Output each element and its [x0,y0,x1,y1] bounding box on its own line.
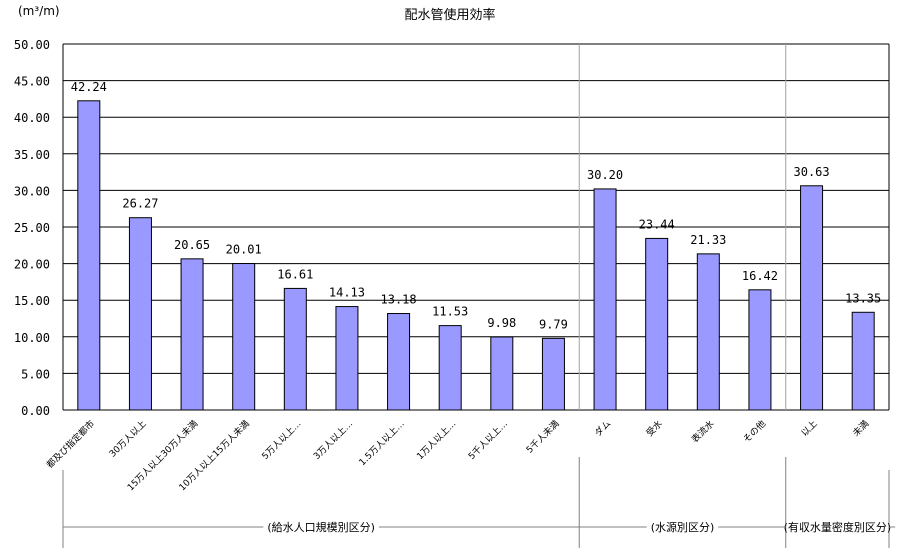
y-tick-label: 40.00 [14,111,50,125]
y-tick-label: 50.00 [14,38,50,52]
y-tick-label: 15.00 [14,294,50,308]
y-tick-label: 30.00 [14,184,50,198]
bar [593,188,617,411]
bar [490,336,514,411]
group-label: (水源別区分) [651,520,715,534]
category-label: 5千人以上… [466,418,510,462]
data-label: 9.98 [487,316,516,330]
unit-label: (m³/m) [18,4,60,18]
data-label: 13.35 [845,291,881,305]
bar [180,258,204,411]
data-label: 30.63 [794,165,830,179]
data-label: 20.01 [226,243,262,257]
y-tick-label: 0.00 [21,404,50,418]
data-label: 9.79 [539,317,568,331]
bar [335,306,359,411]
data-label: 11.53 [432,305,468,319]
chart-title: 配水管使用効率 [404,8,496,23]
y-tick-label: 10.00 [14,331,50,345]
bar [128,217,152,411]
data-label: 13.18 [381,293,417,307]
category-label: 1.5万人以上… [357,418,407,468]
category-label: 1万人以上… [415,418,459,462]
bar [748,289,772,411]
bar [645,237,669,411]
y-tick-label: 45.00 [14,75,50,89]
y-tick-label: 25.00 [14,221,50,235]
category-label: 受水 [644,418,665,439]
category-label: 表流水 [689,418,717,446]
data-label: 23.44 [639,217,675,231]
category-label: ダム [592,418,613,439]
y-tick-label: 20.00 [14,258,50,272]
category-label: 以上 [799,418,820,439]
y-tick-label: 5.00 [21,367,50,381]
bar [387,313,411,411]
bar [851,311,875,411]
category-label: 3万人以上… [311,418,355,462]
data-label: 26.27 [122,197,158,211]
category-label: その他 [740,418,768,446]
data-label: 14.13 [329,286,365,300]
group-label: (有収水量密度別区分) [784,520,892,534]
data-label: 21.33 [690,233,726,247]
data-label: 20.65 [174,238,210,252]
category-label: 5万人以上… [260,418,304,462]
data-label: 16.42 [742,269,778,283]
bar [77,100,101,411]
data-label: 42.24 [71,80,107,94]
category-label: 未満 [850,418,871,439]
y-tick-label: 35.00 [14,148,50,162]
data-label: 16.61 [277,267,313,281]
bar [541,337,565,411]
data-label: 30.20 [587,168,623,182]
bar [438,325,462,411]
bar [696,253,720,411]
bar [800,185,824,411]
bar [232,263,256,411]
group-label: (給水人口規模別区分) [267,520,375,534]
bar [283,287,307,411]
category-label: 5千人未満 [524,418,562,456]
category-label: 都及び指定都市 [44,418,97,471]
category-label: 30万人以上 [107,418,148,459]
